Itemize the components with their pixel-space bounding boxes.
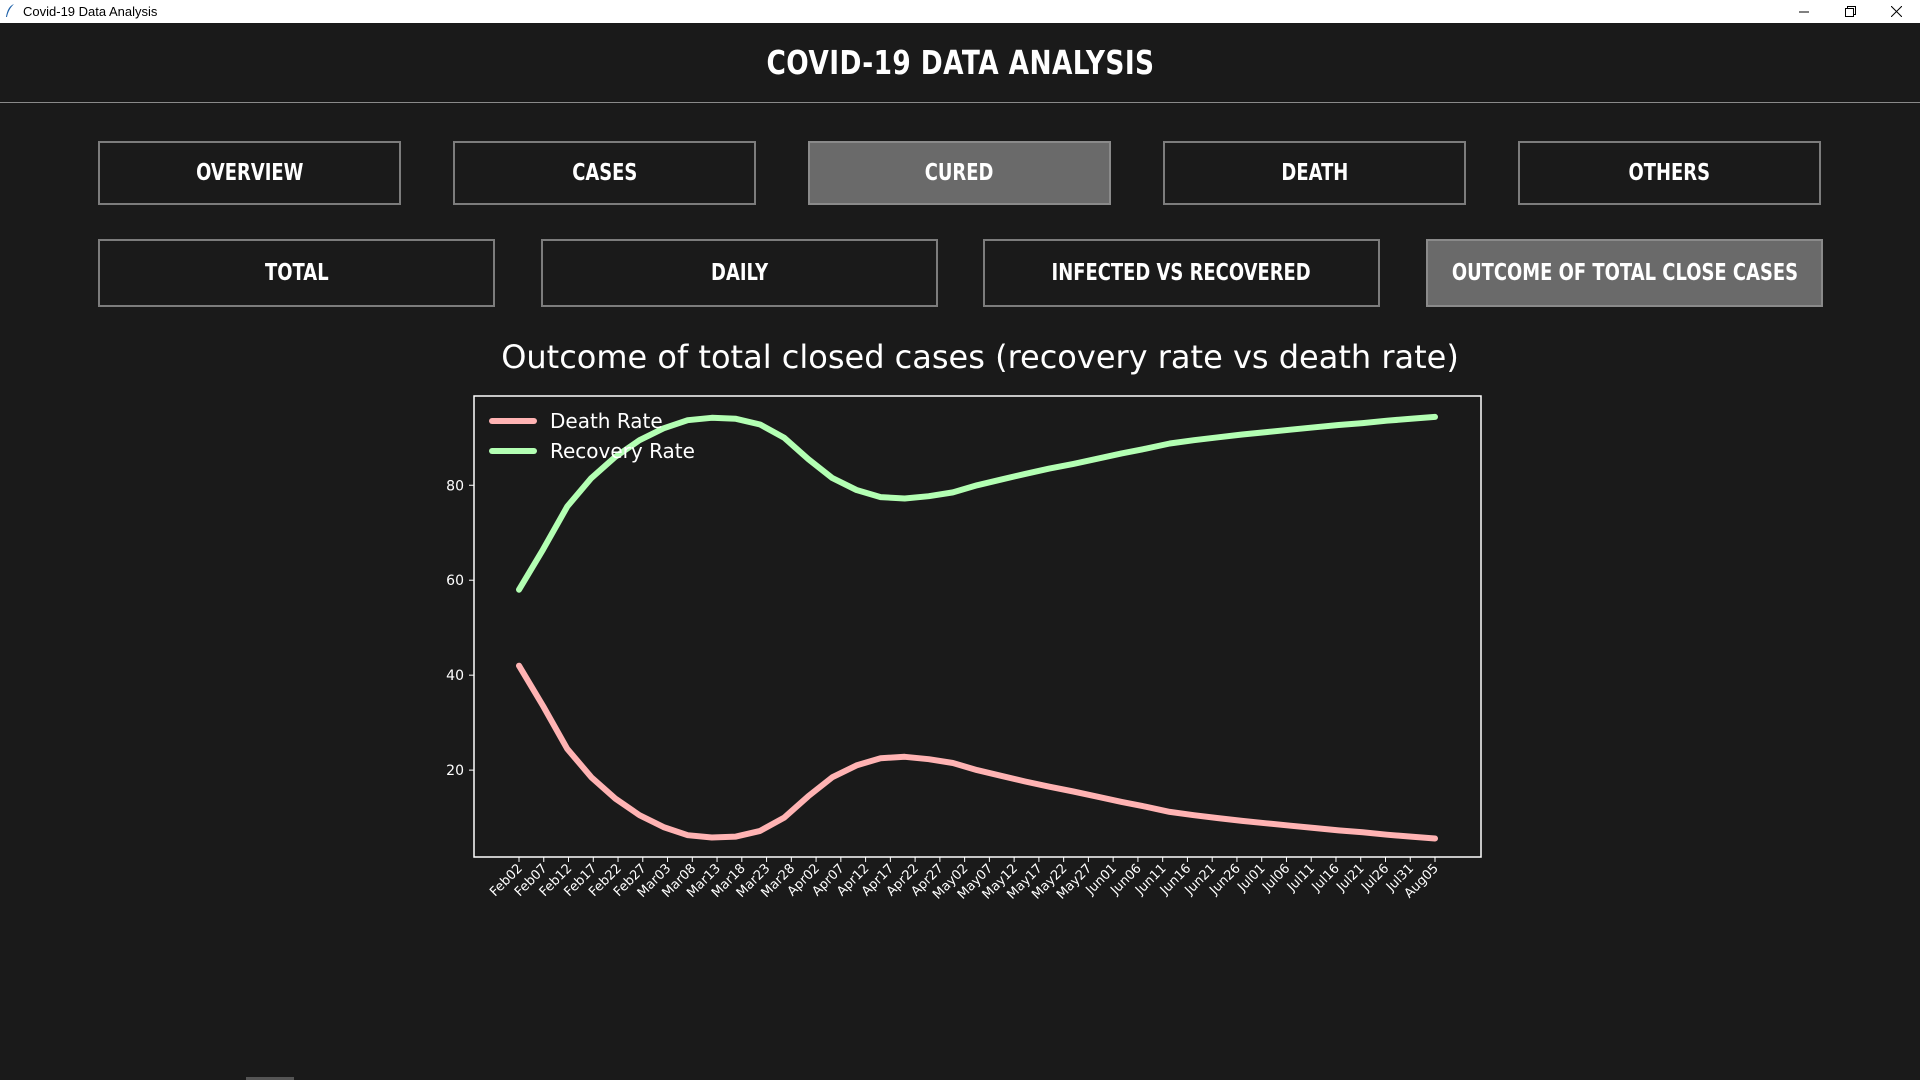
legend-label: Recovery Rate [550, 439, 695, 463]
subtab-label: OUTCOME OF TOTAL CLOSE CASES [1451, 260, 1798, 286]
scroll-indicator [246, 1077, 294, 1080]
y-tick-label: 20 [446, 763, 464, 779]
tab-cases[interactable]: CASES [453, 141, 756, 205]
tab-label: CURED [925, 160, 994, 186]
legend-label: Death Rate [550, 409, 663, 433]
subtab-label: TOTAL [264, 260, 329, 286]
minimize-button[interactable] [1781, 0, 1827, 23]
series-line-recovery-rate [516, 413, 1438, 593]
subtab-total[interactable]: TOTAL [98, 239, 495, 307]
tab-death[interactable]: DEATH [1163, 141, 1466, 205]
tab-label: OVERVIEW [195, 160, 304, 186]
chart-title: Outcome of total closed cases (recovery … [501, 338, 1459, 376]
subtab-label: DAILY [710, 260, 769, 286]
y-tick-label: 80 [446, 478, 464, 494]
x-tick-label: Jul16 [1309, 861, 1343, 895]
tab-overview[interactable]: OVERVIEW [98, 141, 401, 205]
feather-icon [6, 4, 14, 17]
subtab-infected-vs-recovered[interactable]: INFECTED VS RECOVERED [983, 239, 1380, 307]
x-tick-label: Jul21 [1333, 861, 1367, 895]
series-line-death-rate [516, 662, 1438, 842]
app-header: COVID-19 DATA ANALYSIS [0, 23, 1920, 103]
tab-cured[interactable]: CURED [808, 141, 1111, 205]
y-tick-label: 40 [446, 668, 464, 684]
window-titlebar: Covid-19 Data Analysis [0, 0, 1920, 23]
x-tick-label: Jul26 [1358, 861, 1392, 895]
page-title: COVID-19 DATA ANALYSIS [766, 43, 1154, 82]
tab-others[interactable]: OTHERS [1518, 141, 1821, 205]
tab-label: CASES [571, 160, 638, 186]
x-tick-label: Jul01 [1234, 861, 1268, 895]
x-tick-label: Jul06 [1259, 861, 1293, 895]
restore-button[interactable] [1827, 0, 1873, 23]
close-icon [1890, 6, 1902, 17]
close-button[interactable] [1873, 0, 1919, 23]
restore-icon [1844, 6, 1856, 17]
tab-label: DEATH [1281, 160, 1348, 186]
window-title: Covid-19 Data Analysis [23, 4, 158, 19]
tab-label: OTHERS [1628, 160, 1711, 186]
plot-area [473, 395, 1482, 858]
y-tick-label: 60 [446, 573, 464, 589]
subtab-outcome-closed-cases[interactable]: OUTCOME OF TOTAL CLOSE CASES [1426, 239, 1823, 307]
subtab-label: INFECTED VS RECOVERED [1051, 260, 1312, 286]
subtab-daily[interactable]: DAILY [541, 239, 938, 307]
x-tick-label: Jul11 [1284, 861, 1318, 895]
minimize-icon [1799, 11, 1809, 12]
